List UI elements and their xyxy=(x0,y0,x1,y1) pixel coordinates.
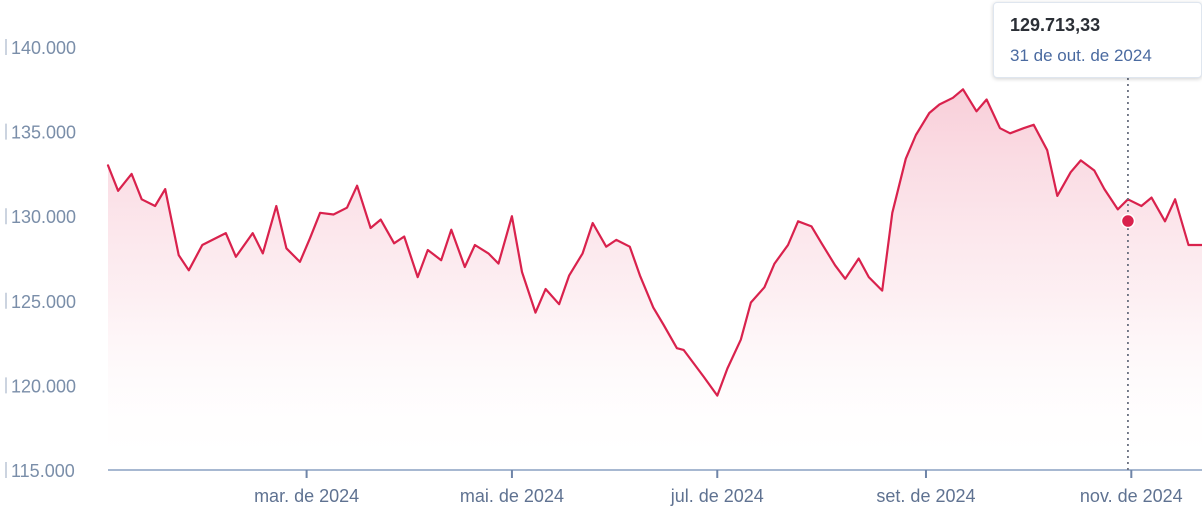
tooltip: 129.713,33 31 de out. de 2024 xyxy=(993,2,1202,78)
y-tick-label: 135.000 xyxy=(11,123,76,143)
area-fill xyxy=(108,89,1202,471)
x-tick-label: nov. de 2024 xyxy=(1080,486,1183,506)
x-tick-label: jul. de 2024 xyxy=(670,486,764,506)
series-line xyxy=(106,88,1202,397)
y-tick-label: 125.000 xyxy=(11,292,76,312)
x-tick-label: mai. de 2024 xyxy=(460,486,564,506)
x-tick-label: set. de 2024 xyxy=(876,486,975,506)
tooltip-date: 31 de out. de 2024 xyxy=(1010,46,1152,65)
y-tick-label: 130.000 xyxy=(11,207,76,227)
x-axis: mar. de 2024 mai. de 2024 jul. de 2024 set.… xyxy=(108,469,1202,506)
area-layer xyxy=(106,88,1202,471)
y-tick-label: 120.000 xyxy=(11,376,76,396)
y-axis: 140.000 135.000 130.000 125.000 120.000 115.0… xyxy=(5,38,76,481)
highlight-point xyxy=(1120,213,1136,229)
y-tick-label: 115.000 xyxy=(11,461,75,481)
y-tick-label: 140.000 xyxy=(11,38,76,58)
highlight-layer xyxy=(1120,78,1136,470)
x-tick-label: mar. de 2024 xyxy=(254,486,359,506)
tooltip-value: 129.713,33 xyxy=(1010,15,1101,35)
